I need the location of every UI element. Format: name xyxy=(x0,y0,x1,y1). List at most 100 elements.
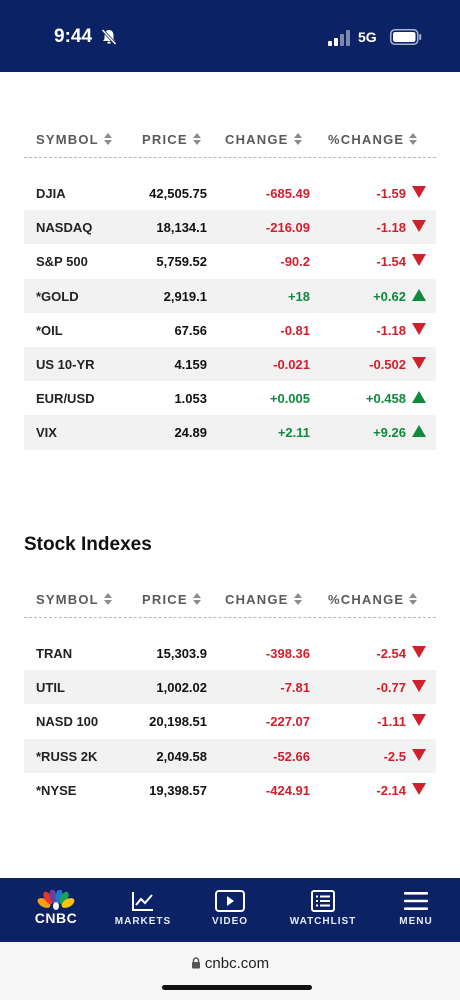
table-row[interactable]: TRAN 15,303.9 -398.36 -2.54 xyxy=(24,636,436,670)
markets-quote-table: SYMBOL PRICE CHANGE %CHANGE DJIA 42,505.7… xyxy=(24,120,436,450)
nav-watchlist[interactable]: WATCHLIST xyxy=(280,878,366,942)
url-display[interactable]: cnbc.com xyxy=(0,955,460,972)
pct-change-cell: -0.502 xyxy=(369,356,406,372)
triangle-down-icon xyxy=(412,782,426,795)
bell-off-icon xyxy=(101,28,117,46)
table-row[interactable]: VIX 24.89 +2.11 +9.26 xyxy=(24,415,436,450)
symbol-cell[interactable]: TRAN xyxy=(36,646,73,661)
symbol-cell[interactable]: *NYSE xyxy=(36,782,77,798)
change-cell: -685.49 xyxy=(265,186,310,201)
signal-icon xyxy=(328,30,350,46)
table-row[interactable]: NASD 100 20,198.51 -227.07 -1.11 xyxy=(24,704,436,738)
price-cell: 15,303.9 xyxy=(156,646,207,661)
nav-label: WATCHLIST xyxy=(289,916,357,927)
triangle-down-icon xyxy=(412,356,426,369)
pct-change-cell: -1.11 xyxy=(377,714,406,730)
pct-change-cell: +0.62 xyxy=(373,288,406,304)
table-row[interactable]: UTIL 1,002.02 -7.81 -0.77 xyxy=(24,670,436,705)
pct-change-cell: -2.54 xyxy=(376,646,406,661)
url-text: cnbc.com xyxy=(204,955,270,972)
table-row[interactable]: DJIA 42,505.75 -685.49 -1.59 xyxy=(24,176,436,210)
symbol-cell[interactable]: *OIL xyxy=(36,322,63,338)
triangle-down-icon xyxy=(412,254,426,267)
sort-change-header[interactable]: CHANGE xyxy=(225,592,302,607)
browser-url-bar[interactable]: cnbc.com xyxy=(0,942,460,1000)
symbol-cell[interactable]: US 10-YR xyxy=(36,356,95,372)
symbol-cell[interactable]: NASD 100 xyxy=(36,714,99,730)
hamburger-menu-icon xyxy=(404,892,428,910)
sort-arrows-icon xyxy=(293,593,302,605)
triangle-up-icon xyxy=(412,391,426,404)
change-cell: -52.66 xyxy=(273,748,310,764)
pct-change-cell: +9.26 xyxy=(373,425,406,441)
sort-arrows-icon xyxy=(293,133,302,145)
stock-indexes-table: SYMBOL PRICE CHANGE %CHANGE TRAN 15,303.9… xyxy=(24,580,436,807)
symbol-cell[interactable]: VIX xyxy=(36,425,57,441)
table-row[interactable]: EUR/USD 1.053 +0.005 +0.458 xyxy=(24,381,436,415)
triangle-down-icon xyxy=(412,714,426,727)
sort-pct-change-header[interactable]: %CHANGE xyxy=(328,132,418,147)
change-cell: -227.07 xyxy=(265,714,310,730)
triangle-down-icon xyxy=(412,646,426,658)
price-cell: 5,759.52 xyxy=(156,254,207,270)
symbol-cell[interactable]: NASDAQ xyxy=(36,220,93,236)
sort-symbol-header[interactable]: SYMBOL xyxy=(36,132,112,147)
sort-arrows-icon xyxy=(103,133,112,145)
pct-change-cell: -1.54 xyxy=(376,254,406,270)
nav-menu[interactable]: MENU xyxy=(388,878,444,942)
watchlist-icon xyxy=(311,890,335,912)
pct-change-cell: -1.59 xyxy=(376,186,406,201)
table-row[interactable]: *GOLD 2,919.1 +18 +0.62 xyxy=(24,278,436,313)
table-row[interactable]: *OIL 67.56 -0.81 -1.18 xyxy=(24,313,436,347)
table-row[interactable]: *RUSS 2K 2,049.58 -52.66 -2.5 xyxy=(24,738,436,773)
sort-arrows-icon xyxy=(409,133,418,145)
price-cell: 1.053 xyxy=(174,391,207,407)
sort-arrows-icon xyxy=(409,593,418,605)
sort-symbol-header[interactable]: SYMBOL xyxy=(36,592,112,607)
sort-pct-change-header[interactable]: %CHANGE xyxy=(328,592,418,607)
home-indicator xyxy=(162,985,312,990)
triangle-down-icon xyxy=(412,322,426,335)
table-row[interactable]: S&P 500 5,759.52 -90.2 -1.54 xyxy=(24,244,436,278)
price-cell: 4.159 xyxy=(174,356,207,372)
change-cell: -7.81 xyxy=(280,680,310,696)
change-cell: -0.81 xyxy=(280,322,310,338)
symbol-cell[interactable]: UTIL xyxy=(36,680,65,696)
nav-label: MENU xyxy=(399,916,433,927)
table-row[interactable]: NASDAQ 18,134.1 -216.09 -1.18 xyxy=(24,210,436,245)
change-cell: +0.005 xyxy=(269,391,310,407)
lock-icon xyxy=(191,957,200,969)
logo-text: CNBC xyxy=(34,910,78,926)
status-time: 9:44 xyxy=(54,26,93,47)
chart-line-icon xyxy=(132,892,153,911)
stock-indexes-rows: TRAN 15,303.9 -398.36 -2.54 UTIL 1,002.02 -7.8… xyxy=(24,636,436,807)
sort-price-header[interactable]: PRICE xyxy=(142,132,201,147)
table-row[interactable]: *NYSE 19,398.57 -424.91 -2.14 xyxy=(24,773,436,807)
pct-change-cell: -2.14 xyxy=(376,782,406,798)
battery-icon xyxy=(390,29,422,45)
symbol-cell[interactable]: S&P 500 xyxy=(36,254,88,270)
change-cell: -90.2 xyxy=(280,254,310,270)
pct-change-cell: -0.77 xyxy=(376,680,406,696)
status-bar: 9:44 5G xyxy=(0,0,460,72)
symbol-cell[interactable]: *RUSS 2K xyxy=(36,748,98,764)
nav-video[interactable]: VIDEO xyxy=(200,878,260,942)
sort-change-header[interactable]: CHANGE xyxy=(225,132,302,147)
price-cell: 18,134.1 xyxy=(156,220,207,236)
cnbc-logo-button[interactable]: CNBC xyxy=(28,878,84,942)
nav-label: MARKETS xyxy=(114,916,172,927)
triangle-down-icon xyxy=(412,748,426,761)
symbol-cell[interactable]: EUR/USD xyxy=(36,391,95,407)
nav-markets[interactable]: MARKETS xyxy=(108,878,178,942)
triangle-down-icon xyxy=(412,186,426,198)
price-cell: 2,919.1 xyxy=(163,288,207,304)
pct-change-cell: -2.5 xyxy=(383,748,406,764)
price-cell: 67.56 xyxy=(174,322,207,338)
sort-price-header[interactable]: PRICE xyxy=(142,592,201,607)
symbol-cell[interactable]: *GOLD xyxy=(36,288,79,304)
table-header: SYMBOL PRICE CHANGE %CHANGE xyxy=(24,120,436,158)
symbol-cell[interactable]: DJIA xyxy=(36,186,66,201)
bottom-nav: CNBC MARKETS VIDEO WATCHLIST MENU xyxy=(0,878,460,942)
change-cell: +18 xyxy=(287,288,310,304)
table-row[interactable]: US 10-YR 4.159 -0.021 -0.502 xyxy=(24,346,436,382)
